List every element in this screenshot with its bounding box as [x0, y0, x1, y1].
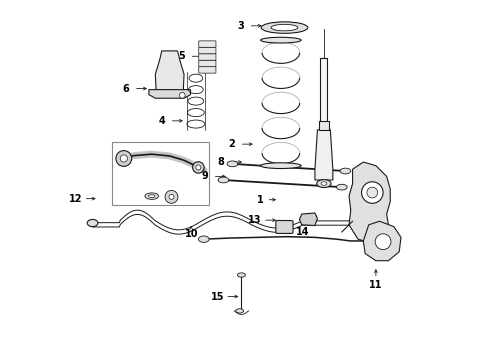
Polygon shape	[155, 51, 184, 90]
Bar	[112, 142, 209, 205]
Polygon shape	[299, 213, 318, 226]
Circle shape	[169, 194, 174, 199]
Ellipse shape	[145, 193, 159, 199]
Circle shape	[193, 162, 204, 173]
Text: 4: 4	[158, 116, 165, 126]
Ellipse shape	[87, 220, 98, 226]
Text: 13: 13	[248, 215, 262, 225]
Text: 5: 5	[178, 51, 185, 61]
Polygon shape	[349, 162, 390, 243]
Ellipse shape	[261, 37, 301, 43]
Ellipse shape	[236, 309, 244, 313]
Ellipse shape	[340, 168, 351, 174]
Circle shape	[196, 165, 201, 170]
Ellipse shape	[238, 273, 245, 277]
Circle shape	[116, 150, 132, 166]
Text: 2: 2	[228, 139, 235, 149]
Text: 12: 12	[70, 194, 83, 204]
Polygon shape	[315, 130, 333, 180]
FancyBboxPatch shape	[199, 67, 216, 73]
Ellipse shape	[198, 236, 209, 242]
Text: 10: 10	[184, 229, 198, 239]
FancyBboxPatch shape	[320, 58, 327, 123]
Text: 7: 7	[358, 174, 365, 184]
Circle shape	[179, 93, 185, 98]
Circle shape	[375, 234, 391, 249]
Text: 6: 6	[122, 84, 129, 94]
Ellipse shape	[317, 180, 331, 188]
Ellipse shape	[337, 184, 347, 190]
Text: 9: 9	[201, 171, 208, 181]
FancyBboxPatch shape	[319, 121, 329, 130]
Ellipse shape	[321, 182, 327, 185]
Ellipse shape	[218, 177, 229, 183]
FancyBboxPatch shape	[199, 47, 216, 54]
Polygon shape	[364, 221, 401, 261]
Circle shape	[362, 182, 383, 203]
Ellipse shape	[148, 195, 155, 198]
FancyBboxPatch shape	[199, 60, 216, 67]
Text: 14: 14	[295, 227, 309, 237]
Ellipse shape	[261, 22, 308, 33]
Ellipse shape	[227, 161, 238, 167]
Ellipse shape	[271, 24, 298, 31]
Text: 3: 3	[237, 21, 244, 31]
Text: 15: 15	[211, 292, 224, 302]
FancyBboxPatch shape	[276, 221, 293, 233]
Circle shape	[367, 187, 378, 198]
Text: 11: 11	[369, 280, 383, 290]
Circle shape	[120, 155, 127, 162]
Polygon shape	[149, 90, 191, 98]
Ellipse shape	[261, 163, 301, 168]
FancyBboxPatch shape	[199, 54, 216, 60]
Text: 1: 1	[257, 195, 264, 205]
FancyBboxPatch shape	[199, 41, 216, 47]
Circle shape	[165, 190, 178, 203]
Text: 8: 8	[218, 157, 224, 167]
